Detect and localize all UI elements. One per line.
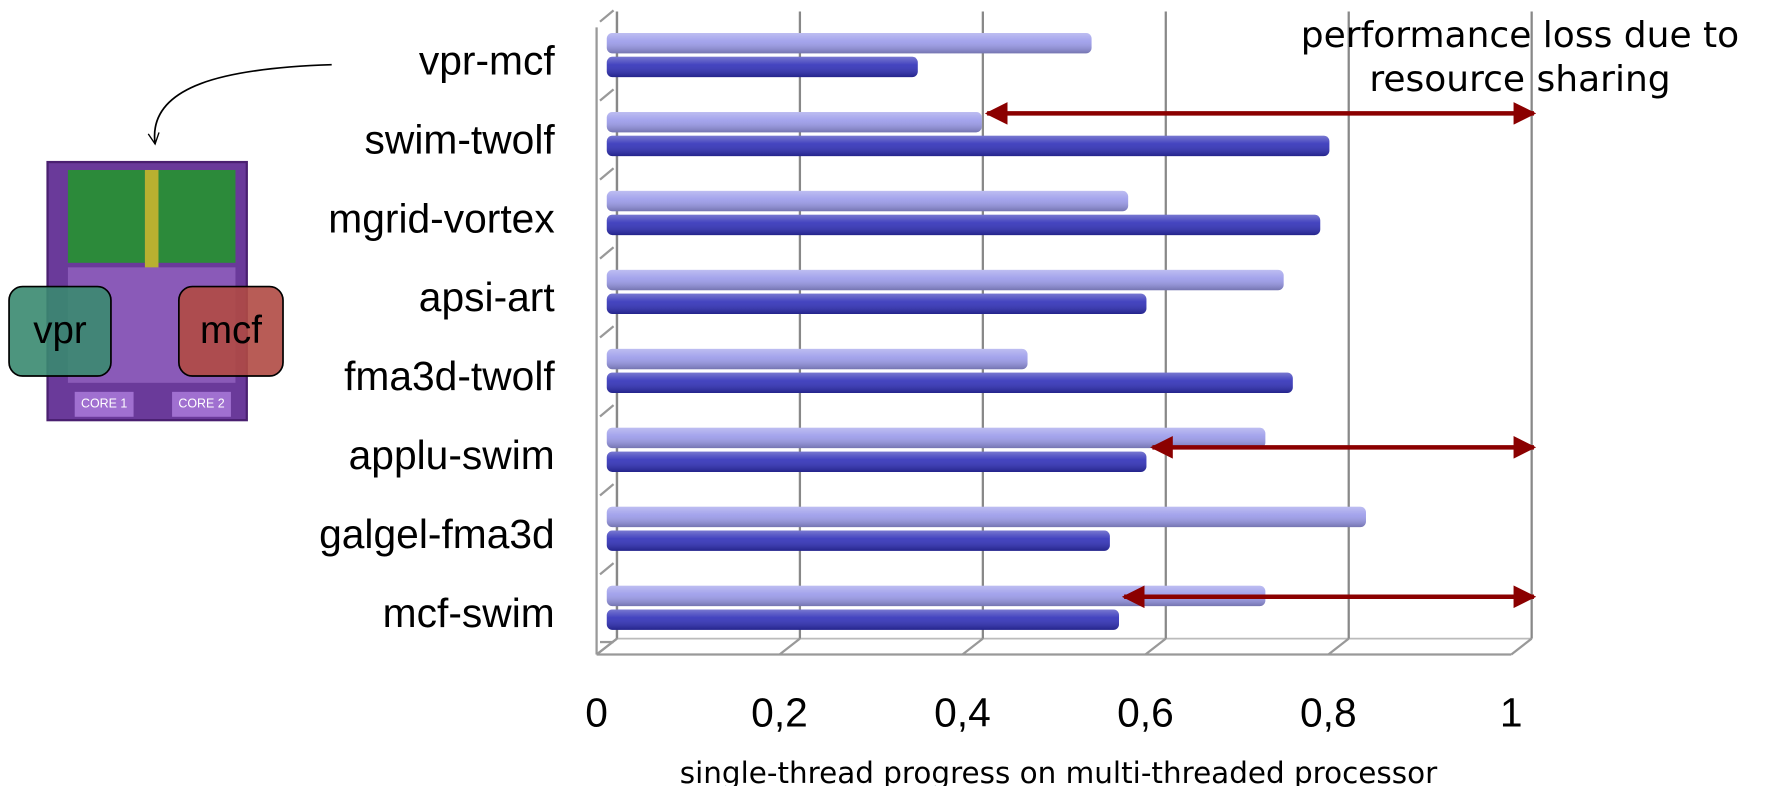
annotation: performance loss due to resource sharing bbox=[1270, 14, 1766, 102]
x-tick-label: 0 bbox=[585, 689, 608, 735]
bar-shine bbox=[607, 136, 1330, 156]
grid-floor-line bbox=[1511, 639, 1531, 655]
grid-floor-line bbox=[962, 639, 982, 655]
x-tick-label: 0,8 bbox=[1300, 689, 1357, 735]
x-axis-label: single-thread progress on multi-threaded… bbox=[680, 756, 1438, 786]
y-tick bbox=[600, 89, 614, 100]
y-tick bbox=[600, 326, 614, 337]
y-tick bbox=[600, 484, 614, 495]
y-tick-label: vpr-mcf bbox=[419, 37, 555, 83]
x-tick-label: 0,6 bbox=[1117, 689, 1174, 735]
grid-floor-line bbox=[1328, 639, 1348, 655]
y-tick bbox=[600, 563, 614, 574]
bar-shine bbox=[607, 33, 1092, 53]
bar-shine bbox=[607, 191, 1128, 211]
grid-floor-line bbox=[780, 639, 800, 655]
pointer-arrow bbox=[155, 65, 332, 144]
x-tick-label: 0,4 bbox=[934, 689, 991, 735]
y-tick-label: fma3d-twolf bbox=[344, 353, 555, 399]
y-tick-label: mgrid-vortex bbox=[328, 195, 554, 241]
y-tick bbox=[600, 247, 614, 258]
y-tick-label: apsi-art bbox=[419, 274, 556, 320]
bar-shine bbox=[607, 112, 982, 132]
grid-floor-line bbox=[1145, 639, 1165, 655]
bar-shine bbox=[607, 349, 1028, 369]
bar-shine bbox=[607, 57, 918, 77]
y-tick bbox=[600, 10, 614, 21]
bar-shine bbox=[607, 610, 1119, 630]
y-tick-label: mcf-swim bbox=[383, 590, 555, 636]
thread-label: vpr bbox=[33, 309, 87, 352]
bar-shine bbox=[607, 294, 1147, 314]
page: CORE 1 CORE 2 vpr mcf 0 0,2 0,4 0,6 0,8 1 vpr-… bbox=[0, 0, 1766, 786]
bus bbox=[145, 170, 159, 272]
y-tick-label: swim-twolf bbox=[365, 116, 556, 162]
cache bbox=[68, 170, 145, 263]
y-tick bbox=[600, 405, 614, 416]
chart: CORE 1 CORE 2 vpr mcf 0 0,2 0,4 0,6 0,8 1 vpr-… bbox=[0, 0, 1766, 786]
cache bbox=[158, 170, 235, 263]
plot: 0 0,2 0,4 0,6 0,8 1 vpr-mcf swim-twolf mgrid-vor… bbox=[319, 10, 1532, 735]
thread-label: mcf bbox=[200, 309, 262, 352]
core-label: CORE 1 bbox=[81, 397, 127, 411]
bar-shine bbox=[607, 507, 1366, 527]
slide: CORE 1 CORE 2 vpr mcf 0 0,2 0,4 0,6 0,8 1 vpr-… bbox=[0, 0, 1766, 786]
bar-shine bbox=[607, 531, 1110, 551]
bar-shine bbox=[607, 452, 1147, 472]
x-tick-label: 1 bbox=[1500, 689, 1523, 735]
y-tick-label: galgel-fma3d bbox=[319, 511, 555, 557]
y-tick bbox=[600, 168, 614, 179]
y-tick-label: applu-swim bbox=[349, 432, 555, 478]
inset-chip: CORE 1 CORE 2 vpr mcf bbox=[9, 65, 332, 420]
core-label: CORE 2 bbox=[178, 397, 224, 411]
bar-shine bbox=[607, 270, 1284, 290]
bar-shine bbox=[607, 373, 1293, 393]
bar-shine bbox=[607, 215, 1320, 235]
x-tick-label: 0,2 bbox=[751, 689, 808, 735]
